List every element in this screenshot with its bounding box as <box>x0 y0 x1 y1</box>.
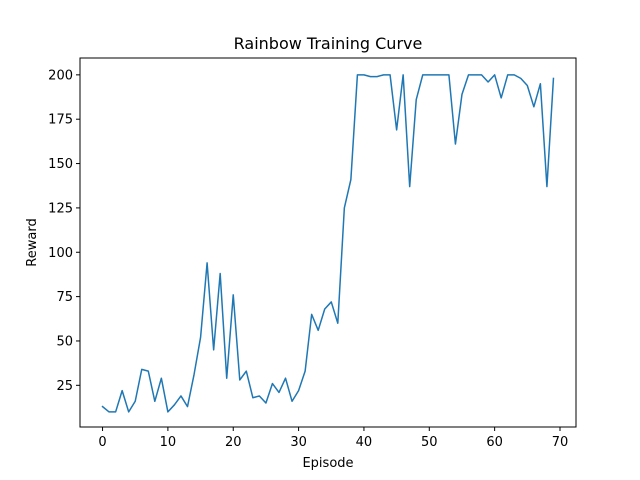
x-tick-label: 40 <box>356 435 373 450</box>
y-tick-label: 50 <box>56 334 73 349</box>
x-tick-label: 70 <box>552 435 569 450</box>
x-tick-label: 10 <box>160 435 177 450</box>
y-axis-label: Reward <box>25 218 40 266</box>
x-tick-label: 50 <box>421 435 438 450</box>
y-tick-label: 150 <box>48 157 73 172</box>
chart-title: Rainbow Training Curve <box>234 34 423 53</box>
plot-area <box>79 57 577 428</box>
y-tick-label: 100 <box>48 246 73 261</box>
x-tick-label: 20 <box>225 435 242 450</box>
y-tick-label: 125 <box>48 201 73 216</box>
x-tick-label: 60 <box>486 435 503 450</box>
x-tick-label: 0 <box>98 435 106 450</box>
x-tick-label: 30 <box>290 435 307 450</box>
y-tick-label: 175 <box>48 113 73 128</box>
y-tick-label: 75 <box>56 290 73 305</box>
x-axis: 0 10 20 30 40 50 60 70 <box>98 427 568 450</box>
y-tick-label: 200 <box>48 68 73 83</box>
x-axis-label: Episode <box>302 456 353 471</box>
y-tick-label: 25 <box>56 379 73 394</box>
series-line <box>101 74 555 413</box>
y-axis: 25 50 75 100 125 150 175 200 <box>48 68 80 394</box>
series-layer <box>101 74 555 413</box>
